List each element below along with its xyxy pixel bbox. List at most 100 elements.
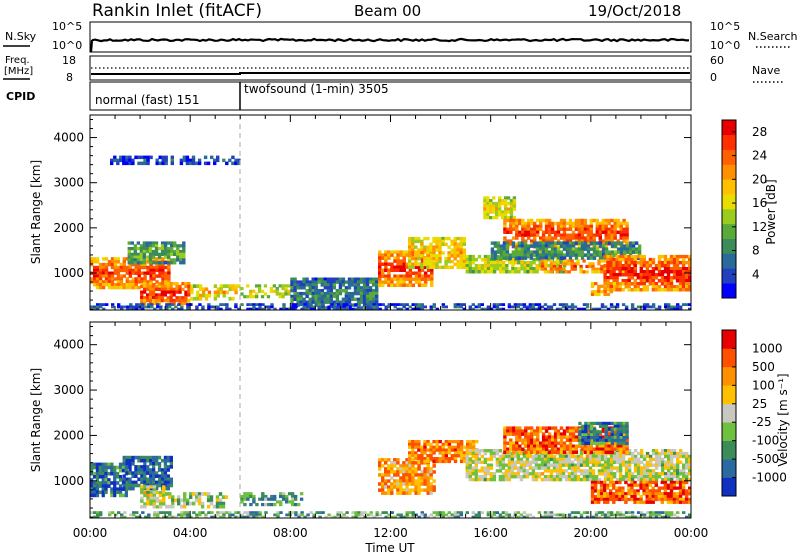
scatter-cell: [317, 300, 321, 304]
scatter-cell: [405, 467, 409, 471]
scatter-cell: [553, 429, 558, 433]
scatter-cell: [158, 274, 162, 278]
scatter-cell: [593, 433, 597, 437]
scatter-cell: [645, 475, 650, 479]
scatter-cell: [474, 463, 478, 467]
scatter-cell: [546, 477, 551, 482]
scatter-cell: [688, 264, 692, 268]
scatter-cell: [152, 505, 157, 509]
scatter-cell: [619, 241, 624, 245]
scatter-cell: [610, 224, 614, 229]
scatter-cell: [567, 259, 571, 263]
scatter-cell: [290, 297, 294, 301]
scatter-cell: [204, 287, 209, 292]
scatter-cell: [375, 303, 379, 306]
scatter-cell: [585, 460, 590, 464]
scatter-cell: [170, 261, 174, 265]
scatter-cell: [365, 291, 370, 296]
scatter-cell: [508, 256, 513, 260]
scatter-cell: [667, 454, 671, 459]
scatter-cell: [510, 457, 515, 462]
scatter-cell: [558, 303, 563, 306]
scatter-cell: [627, 483, 631, 487]
scatter-cell: [514, 247, 519, 251]
scatter-cell: [553, 230, 558, 234]
scatter-cell: [282, 497, 286, 501]
scatter-cell: [417, 445, 421, 449]
scatter-cell: [645, 260, 650, 265]
scatter-cell: [565, 233, 570, 237]
scatter-cell: [588, 477, 593, 482]
scatter-cell: [359, 306, 364, 310]
scatter-cell: [501, 454, 506, 459]
scatter-cell: [435, 262, 439, 267]
scatter-cell: [627, 469, 632, 473]
scatter-cell: [173, 252, 177, 256]
scatter-cell: [113, 260, 118, 264]
scatter-cell: [302, 297, 306, 301]
scatter-cell: [533, 432, 537, 436]
scatter-cell: [471, 307, 475, 311]
scatter-cell: [622, 421, 626, 426]
scatter-cell: [586, 242, 591, 246]
scatter-cell: [624, 480, 628, 485]
scatter-cell: [568, 429, 573, 433]
scatter-cell: [509, 218, 513, 223]
scatter-cell: [654, 463, 659, 467]
scatter-cell: [95, 274, 100, 278]
scatter-cell: [524, 426, 528, 430]
scatter-cell: [688, 270, 692, 274]
scatter-cell: [95, 257, 100, 261]
scatter-cell: [521, 447, 525, 451]
scatter-cell: [684, 497, 689, 502]
scatter-cell: [320, 300, 324, 304]
scatter-cell: [414, 256, 419, 260]
scatter-cell: [462, 265, 466, 269]
scatter-cell: [527, 441, 531, 445]
scatter-cell: [530, 450, 534, 454]
scatter-cell: [327, 307, 331, 311]
scatter-cell: [299, 492, 304, 496]
scatter-cell: [567, 477, 572, 482]
scatter-cell: [634, 247, 639, 251]
scatter-cell: [204, 293, 209, 298]
scatter-cell: [152, 477, 156, 482]
scatter-cell: [420, 473, 424, 477]
scatter-cell: [118, 490, 123, 495]
scatter-cell: [134, 277, 138, 281]
scatter-cell: [148, 296, 153, 300]
scatter-cell: [237, 307, 241, 311]
scatter-cell: [544, 244, 549, 248]
scatter-cell: [591, 475, 596, 479]
scatter-cell: [577, 444, 582, 448]
scatter-cell: [131, 271, 135, 275]
scatter-cell: [140, 468, 144, 472]
y-tick-label: 3000: [53, 176, 84, 190]
scatter-cell: [143, 290, 147, 294]
scatter-cell: [387, 250, 391, 254]
scatter-cell: [456, 303, 460, 306]
scatter-cell: [511, 257, 515, 262]
nsky-panel: N.Sky 10^5 10^0 10^5 10^0 N.Search: [3, 20, 798, 53]
scatter-cell: [681, 288, 686, 292]
scatter-cell: [672, 495, 677, 499]
scatter-cell: [206, 495, 211, 499]
scatter-cell: [597, 307, 602, 311]
scatter-cell: [639, 451, 644, 456]
scatter-cell: [396, 280, 400, 284]
scatter-cell: [597, 457, 602, 462]
scatter-cell: [540, 466, 545, 470]
scatter-cell: [541, 236, 546, 240]
scatter-cell: [140, 155, 144, 160]
scatter-cell: [592, 253, 597, 257]
scatter-cell: [645, 285, 650, 289]
scatter-cell: [526, 253, 531, 257]
scatter-cell: [411, 277, 416, 281]
scatter-cell: [530, 435, 534, 439]
scatter-cell: [597, 460, 602, 464]
scatter-cell: [411, 239, 415, 244]
scatter-cell: [213, 284, 217, 288]
scatter-cell: [135, 303, 139, 306]
scatter-cell: [420, 268, 425, 272]
scatter-cell: [609, 475, 614, 479]
